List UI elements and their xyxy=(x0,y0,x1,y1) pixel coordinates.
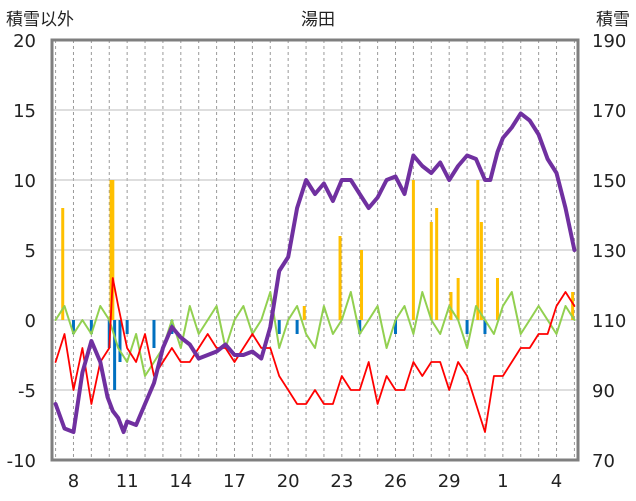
snowfall-bar xyxy=(111,180,115,320)
chart-title: 湯田 xyxy=(301,10,335,30)
left-tick-label: 0 xyxy=(25,311,36,332)
daily_diff-line xyxy=(54,291,576,377)
right-tick-label: 170 xyxy=(592,101,626,122)
snowfall-bar xyxy=(302,306,306,320)
snowfall-bar xyxy=(109,180,113,320)
right-tick-label: 190 xyxy=(592,31,626,52)
snowfall-bar xyxy=(411,180,415,320)
snow_change-bar xyxy=(152,320,156,348)
snowfall-bar xyxy=(456,278,460,320)
left-tick-label: 15 xyxy=(13,101,36,122)
snowfall-bar xyxy=(61,208,65,320)
plot-frame xyxy=(50,38,580,462)
x-tick-label: 11 xyxy=(116,471,139,492)
grid xyxy=(52,39,578,461)
snow_change-bar xyxy=(89,320,93,334)
snow_change-bar xyxy=(118,320,122,362)
right-tick-label: 150 xyxy=(592,171,626,192)
snow_change-bar xyxy=(71,320,75,334)
left-tick-label: 5 xyxy=(25,241,36,262)
snowfall-bar xyxy=(360,250,364,320)
snow_depth-line xyxy=(53,111,577,434)
snowfall-bar xyxy=(449,292,453,320)
x-tick-label: 8 xyxy=(68,471,79,492)
snow_change-bar xyxy=(113,320,117,390)
snowfall-bar xyxy=(476,180,480,320)
snow_change-bar xyxy=(295,320,299,334)
x-tick-label: 4 xyxy=(551,471,562,492)
left-tick-label: -5 xyxy=(18,381,36,402)
snow_change-bar xyxy=(483,320,487,334)
snowfall-bar xyxy=(435,208,439,320)
x-tick-label: 17 xyxy=(223,471,246,492)
snow_change-bar xyxy=(125,320,129,334)
snowfall-bar xyxy=(495,278,499,320)
right-axis-title: 積雪 xyxy=(596,10,630,30)
x-tick-label: 26 xyxy=(384,471,407,492)
right-tick-label: 70 xyxy=(592,451,615,472)
x-tick-label: 1 xyxy=(497,471,508,492)
line-series xyxy=(53,111,577,434)
snow_change-bar xyxy=(358,320,362,334)
x-tick-label: 20 xyxy=(277,471,300,492)
right-tick-label: 90 xyxy=(592,381,615,402)
bar-series xyxy=(61,180,575,390)
x-axis-ticks: 8 11 14 17 20 23 26 29 1 4 xyxy=(68,471,563,492)
snow_change-bar xyxy=(277,320,281,334)
snowfall-bar xyxy=(338,236,342,320)
snowfall-bar xyxy=(479,222,483,320)
left-tick-label: 10 xyxy=(13,171,36,192)
left-tick-label: -10 xyxy=(7,451,36,472)
right-axis-ticks: 190 170 150 130 110 90 70 xyxy=(592,31,626,472)
x-tick-label: 29 xyxy=(438,471,461,492)
left-tick-label: 20 xyxy=(13,31,36,52)
snowfall-bar xyxy=(429,222,433,320)
snow_change-bar xyxy=(394,320,398,334)
x-tick-label: 14 xyxy=(169,471,192,492)
snow_change-bar xyxy=(465,320,469,334)
right-tick-label: 110 xyxy=(592,311,626,332)
temp_min-line xyxy=(54,277,576,433)
x-tick-label: 23 xyxy=(330,471,353,492)
right-tick-label: 130 xyxy=(592,241,626,262)
left-axis-title: 積雪以外 xyxy=(6,10,74,30)
left-axis-ticks: 20 15 10 5 0 -5 -10 xyxy=(7,31,36,472)
snowfall-bar xyxy=(571,292,575,320)
